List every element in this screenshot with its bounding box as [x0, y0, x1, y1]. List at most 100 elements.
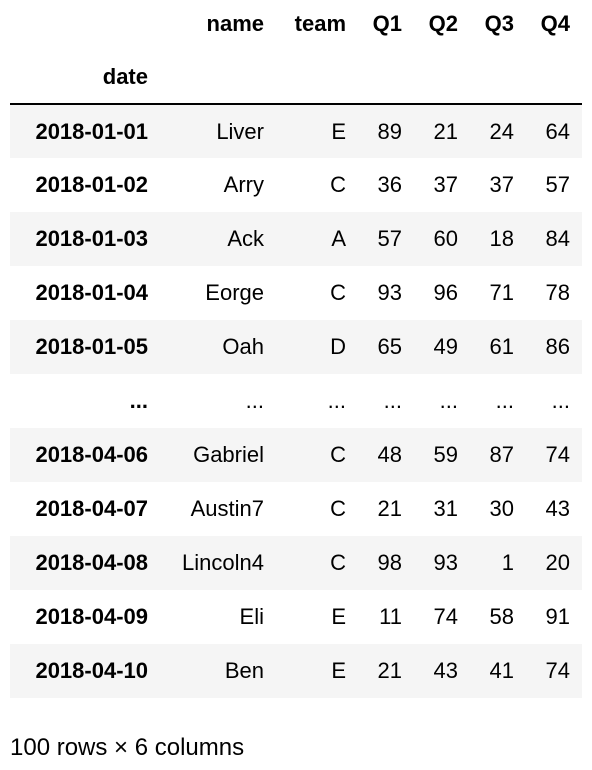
index-name-row: date — [10, 50, 582, 105]
cell-q1: 89 — [377, 118, 402, 144]
table-row: 2018-04-08 Lincoln4 C 98 93 1 20 — [10, 536, 582, 590]
index-name-header: date — [10, 50, 160, 105]
column-header-name: name — [206, 11, 264, 36]
cell-name: Liver — [216, 118, 264, 144]
cell-team: E — [331, 118, 346, 144]
cell-q2: 59 — [433, 442, 458, 467]
cell-q3: 24 — [489, 118, 514, 144]
cell-name: Oah — [222, 334, 264, 359]
cell-q4: 64 — [545, 118, 570, 144]
cell-name: Austin7 — [190, 496, 264, 521]
cell-q3: 18 — [489, 226, 514, 251]
row-index-date: 2018-01-05 — [35, 334, 148, 359]
table-row: 2018-01-01 Liver E 89 21 24 64 — [10, 104, 582, 158]
cell-q2: 60 — [433, 226, 458, 251]
cell-q2: 37 — [433, 172, 458, 197]
table-row: ..................... — [10, 374, 582, 428]
cell-q3: 61 — [489, 334, 514, 359]
cell-team: C — [330, 550, 346, 575]
cell-q3: 87 — [489, 442, 514, 467]
cell-q4: 43 — [545, 496, 570, 521]
cell-name: ... — [245, 388, 264, 413]
cell-q2: 21 — [433, 118, 458, 144]
cell-q4: 74 — [545, 442, 570, 467]
cell-q4: 78 — [545, 280, 570, 305]
cell-q2: 74 — [433, 604, 458, 629]
table-row: 2018-01-03 Ack A 57 60 18 84 — [10, 212, 582, 266]
cell-q1: 11 — [379, 604, 402, 629]
cell-name: Eli — [239, 604, 264, 629]
row-index-date: 2018-01-04 — [35, 280, 148, 305]
row-index-date: 2018-04-09 — [35, 604, 148, 629]
row-index-date: ... — [129, 388, 148, 413]
dataframe-table: name team Q1 Q2 Q3 Q4 date 2018-01-01 Liv… — [10, 0, 582, 698]
row-index-date: 2018-04-08 — [35, 550, 148, 575]
row-index-date: 2018-04-06 — [35, 442, 148, 467]
column-header-row: name team Q1 Q2 Q3 Q4 — [10, 0, 582, 50]
cell-q4: 86 — [545, 334, 570, 359]
cell-team: C — [330, 172, 346, 197]
cell-team: E — [331, 658, 346, 683]
cell-q4: 84 — [545, 226, 570, 251]
cell-q1: 48 — [377, 442, 402, 467]
cell-team: C — [330, 442, 346, 467]
cell-q2: 31 — [433, 496, 458, 521]
cell-name: Arry — [223, 172, 264, 197]
cell-q1: 93 — [377, 280, 402, 305]
cell-q4: ... — [551, 388, 570, 413]
table-row: 2018-01-05 Oah D 65 49 61 86 — [10, 320, 582, 374]
cell-q1: 36 — [377, 172, 402, 197]
row-index-date: 2018-01-02 — [35, 172, 148, 197]
cell-name: Ben — [224, 658, 264, 683]
cell-q3: ... — [495, 388, 514, 413]
cell-name: Gabriel — [193, 442, 264, 467]
cell-team: A — [331, 226, 346, 251]
empty-header-cell — [414, 50, 470, 105]
table-row: 2018-04-06 Gabriel C 48 59 87 74 — [10, 428, 582, 482]
column-header-q3: Q3 — [484, 11, 514, 36]
table-row: 2018-04-10 Ben E 21 43 41 74 — [10, 644, 582, 698]
cell-q1: 65 — [377, 334, 402, 359]
table-row: 2018-04-09 Eli E 11 74 58 91 — [10, 590, 582, 644]
cell-team: ... — [327, 388, 346, 413]
cell-name: Eorge — [205, 280, 264, 305]
row-index-date: 2018-04-07 — [35, 496, 148, 521]
cell-q2: 96 — [433, 280, 458, 305]
cell-name: Ack — [227, 226, 264, 251]
cell-team: C — [330, 496, 346, 521]
cell-q4: 20 — [545, 550, 570, 575]
cell-q4: 57 — [545, 172, 570, 197]
cell-q3: 41 — [489, 658, 514, 683]
cell-q2: 49 — [433, 334, 458, 359]
column-header-q1: Q1 — [372, 11, 402, 36]
cell-q1: 21 — [377, 658, 402, 683]
table-header: name team Q1 Q2 Q3 Q4 date — [10, 0, 582, 105]
row-index-date: 2018-01-01 — [35, 118, 148, 144]
cell-q3: 30 — [489, 496, 514, 521]
cell-q2: 43 — [433, 658, 458, 683]
table-body: 2018-01-01 Liver E 89 21 24 64 2018-01-02 Arry C 3… — [10, 104, 582, 698]
empty-header-cell — [470, 50, 526, 105]
cell-q1: 21 — [377, 496, 402, 521]
row-column-summary: 100 rows × 6 columns — [10, 734, 245, 761]
row-index-date: 2018-04-10 — [35, 658, 148, 683]
cell-q3: 37 — [489, 172, 514, 197]
cell-team: E — [331, 604, 346, 629]
table-row: 2018-01-04 Eorge C 93 96 71 78 — [10, 266, 582, 320]
row-index-date: 2018-01-03 — [35, 226, 148, 251]
empty-header-cell — [276, 50, 358, 105]
cell-q1: ... — [383, 388, 402, 413]
empty-header-cell — [160, 50, 276, 105]
column-header-q4: Q4 — [540, 11, 570, 36]
cell-q3: 1 — [501, 550, 514, 575]
table-row: 2018-01-02 Arry C 36 37 37 57 — [10, 158, 582, 212]
cell-q2: ... — [439, 388, 458, 413]
cell-q1: 98 — [377, 550, 402, 575]
cell-q3: 71 — [489, 280, 514, 305]
cell-name: Lincoln4 — [182, 550, 264, 575]
empty-header-cell — [358, 50, 414, 105]
column-header-team: team — [294, 11, 346, 36]
cell-q4: 91 — [545, 604, 570, 629]
cell-team: D — [330, 334, 346, 359]
